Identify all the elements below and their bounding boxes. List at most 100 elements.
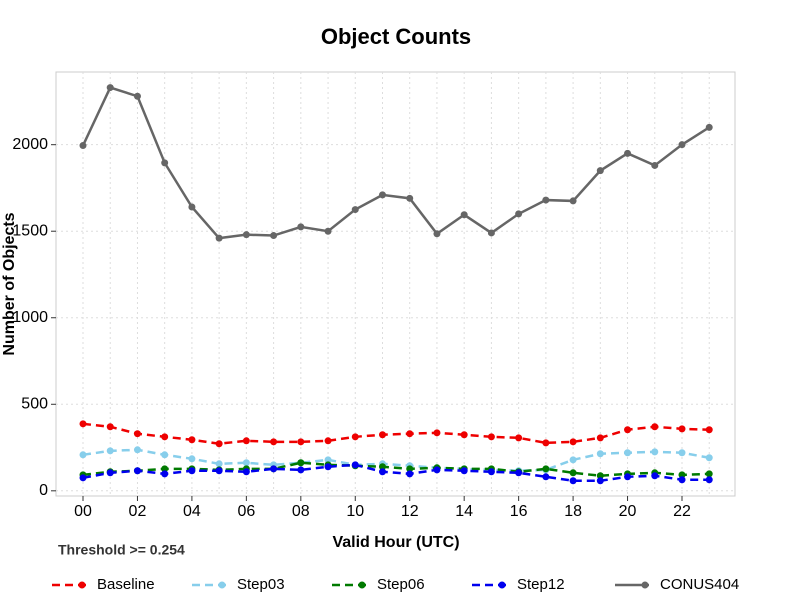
data-point (133, 446, 141, 454)
data-point (242, 231, 250, 239)
data-point (161, 159, 169, 167)
series-line (82, 463, 710, 483)
data-point (270, 232, 278, 240)
data-point (487, 468, 495, 476)
series-line (82, 448, 710, 472)
data-point (161, 470, 169, 478)
legend-label: Step06 (377, 576, 425, 593)
data-point (651, 423, 659, 431)
x-tick-label: 02 (129, 503, 147, 520)
data-point (161, 433, 169, 441)
data-point (542, 473, 550, 481)
legend-label: CONUS404 (660, 576, 739, 593)
data-point (596, 477, 604, 485)
data-point (215, 440, 223, 448)
data-point (460, 431, 468, 439)
data-point (79, 451, 87, 459)
data-point (460, 467, 468, 475)
data-point (678, 425, 686, 433)
y-tick-label: 1000 (12, 309, 48, 326)
data-point (433, 429, 441, 437)
data-point (324, 437, 332, 445)
data-point (569, 197, 577, 205)
data-point (161, 465, 169, 473)
data-point (351, 433, 359, 441)
x-axis-label: Valid Hour (UTC) (332, 534, 459, 551)
chart-title: Object Counts (321, 24, 471, 49)
data-point (406, 470, 414, 478)
data-point (651, 472, 659, 480)
data-point (569, 456, 577, 464)
data-point (79, 420, 87, 428)
legend-marker (498, 581, 506, 589)
data-point (270, 465, 278, 473)
plot-frame (55, 71, 736, 497)
y-tick-label: 0 (39, 482, 48, 499)
series-line (82, 422, 710, 445)
data-point (324, 463, 332, 471)
data-point (487, 229, 495, 237)
data-point (106, 447, 114, 455)
data-point (297, 459, 305, 467)
data-point (569, 469, 577, 477)
data-point (106, 423, 114, 431)
legend-label: Baseline (97, 576, 155, 593)
x-tick-label: 00 (74, 503, 92, 520)
data-point (106, 84, 114, 92)
data-point (188, 203, 196, 211)
x-tick-label: 12 (401, 503, 419, 520)
series-line (82, 461, 710, 478)
data-point (515, 210, 523, 218)
data-point (542, 196, 550, 204)
data-point (542, 439, 550, 447)
data-point (324, 456, 332, 464)
data-point (651, 161, 659, 169)
data-point (242, 468, 250, 476)
data-point (215, 467, 223, 475)
data-point (270, 438, 278, 446)
data-point (542, 465, 550, 473)
y-tick-label: 2000 (12, 136, 48, 153)
data-point (569, 477, 577, 485)
data-point (79, 142, 87, 150)
x-tick-label: 10 (346, 503, 364, 520)
data-point (487, 433, 495, 441)
data-point (297, 438, 305, 446)
data-point (188, 467, 196, 475)
x-tick-label: 04 (183, 503, 201, 520)
data-point (515, 434, 523, 442)
data-point (678, 141, 686, 149)
data-point (351, 206, 359, 214)
data-point (188, 436, 196, 444)
data-point (596, 167, 604, 175)
data-point (705, 470, 713, 478)
data-point (161, 451, 169, 459)
data-point (651, 448, 659, 456)
x-tick-label: 08 (292, 503, 310, 520)
legend-label: Step12 (517, 576, 565, 593)
data-point (188, 455, 196, 463)
data-point (133, 92, 141, 100)
data-point (133, 467, 141, 475)
data-point (678, 476, 686, 484)
data-point (297, 223, 305, 231)
data-point (705, 123, 713, 131)
data-point (624, 426, 632, 434)
data-point (215, 460, 223, 468)
data-point (705, 426, 713, 434)
x-tick-label: 16 (510, 503, 528, 520)
data-point (79, 474, 87, 482)
x-tick-label: 18 (564, 503, 582, 520)
data-point (705, 454, 713, 462)
data-point (596, 450, 604, 458)
data-point (678, 449, 686, 457)
y-tick-label: 500 (21, 395, 48, 412)
x-tick-label: 14 (455, 503, 473, 520)
data-point (379, 191, 386, 199)
data-point (379, 431, 386, 439)
data-point (624, 473, 632, 481)
x-tick-label: 22 (673, 503, 691, 520)
legend-marker (78, 581, 86, 589)
data-point (569, 438, 577, 446)
data-point (297, 466, 305, 474)
